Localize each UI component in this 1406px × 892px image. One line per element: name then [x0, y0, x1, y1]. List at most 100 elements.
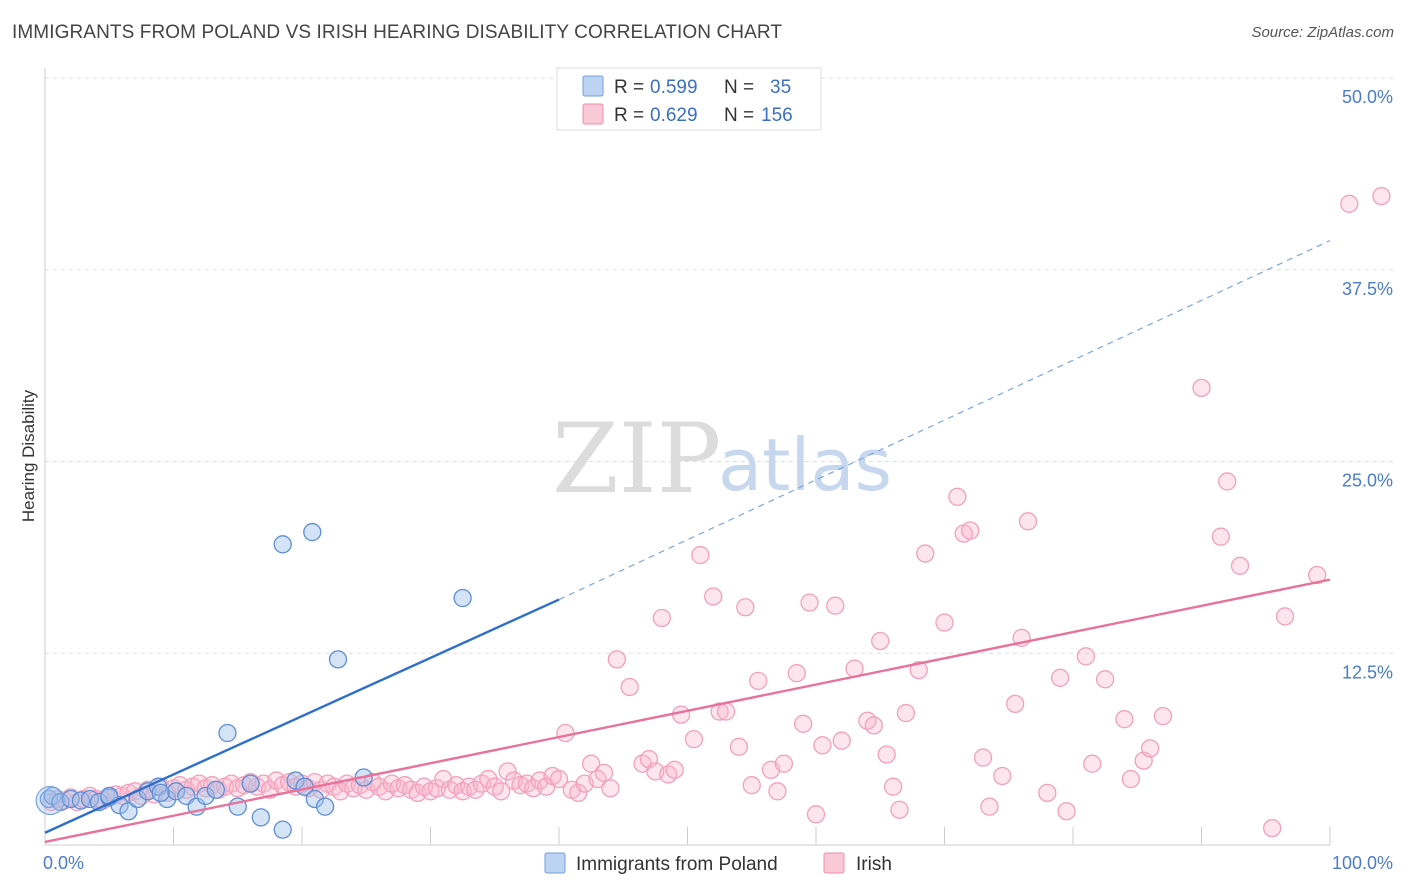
- legend-row-poland: R = 0.599 N = 35: [582, 75, 791, 98]
- x-tick-label: 100.0%: [1332, 853, 1393, 873]
- irish-point: [973, 748, 993, 767]
- irish-point: [742, 776, 761, 795]
- legend-r-value: 0.629: [650, 105, 698, 126]
- irish-point: [556, 723, 575, 743]
- poland-point: [119, 802, 138, 821]
- irish-point: [581, 754, 601, 773]
- y-tick-label: 12.5%: [1342, 662, 1393, 682]
- y-tick-label: 37.5%: [1342, 279, 1393, 299]
- poland-point: [453, 588, 472, 608]
- legend-row-irish: R = 0.629 N = 156: [582, 103, 793, 126]
- bottom-legend: Immigrants from Poland Irish: [544, 852, 892, 875]
- poland-point: [328, 650, 348, 669]
- legend-n-label: N =: [724, 105, 754, 126]
- irish-point: [1057, 802, 1076, 821]
- irish-point: [716, 702, 736, 721]
- poland-point: [273, 535, 292, 554]
- irish-point: [916, 544, 935, 563]
- irish-point: [980, 797, 999, 816]
- irish-point: [736, 598, 755, 617]
- irish-point: [826, 596, 845, 615]
- irish-point: [569, 783, 588, 802]
- grid: [45, 77, 1395, 654]
- irish-point: [704, 587, 723, 606]
- legend-r-value: 0.599: [650, 77, 698, 98]
- irish-point: [993, 766, 1012, 786]
- irish-point: [1018, 512, 1038, 531]
- irish-point: [890, 800, 909, 819]
- irish-point: [1275, 607, 1295, 626]
- poland-point: [218, 723, 237, 743]
- poland-point: [315, 797, 335, 816]
- poland-point: [196, 786, 215, 806]
- legend-r-label: R =: [614, 105, 644, 126]
- poland-point: [273, 820, 292, 839]
- irish-points: [42, 186, 1391, 838]
- irish-point: [800, 593, 819, 612]
- poland-trend-line: [44, 598, 560, 834]
- irish-point: [1230, 556, 1250, 575]
- bottom-legend-label-irish: Irish: [856, 854, 892, 875]
- bottom-legend-label-poland: Immigrants from Poland: [576, 854, 778, 875]
- legend-n-value: 156: [761, 105, 793, 126]
- poland-point: [35, 785, 65, 816]
- y-axis-label: Hearing Disability: [19, 389, 38, 522]
- trend-lines: [44, 240, 1331, 844]
- irish-point: [549, 769, 569, 789]
- irish-point: [1192, 378, 1211, 398]
- x-tick-labels: 0.0% 100.0%: [43, 853, 1393, 873]
- irish-point: [652, 608, 671, 628]
- irish-point: [1121, 769, 1140, 789]
- y-tick-label: 50.0%: [1342, 87, 1393, 107]
- legend-n-value: 35: [770, 77, 791, 98]
- x-tick-label: 0.0%: [43, 853, 84, 873]
- legend-r-label: R =: [614, 77, 644, 98]
- legend: R = 0.599 N = 35 R = 0.629 N = 156: [556, 67, 822, 131]
- irish-point: [684, 730, 704, 749]
- irish-point: [961, 521, 980, 540]
- irish-point: [935, 613, 954, 632]
- irish-point: [1095, 670, 1115, 689]
- irish-point: [1140, 739, 1160, 758]
- irish-point: [1340, 194, 1359, 213]
- irish-point: [1218, 472, 1237, 491]
- poland-point: [251, 808, 271, 827]
- irish-point: [1308, 565, 1327, 585]
- irish-point: [1211, 527, 1230, 546]
- irish-point: [665, 760, 684, 779]
- chart-title: IMMIGRANTS FROM POLAND VS IRISH HEARING …: [12, 22, 783, 43]
- irish-point: [813, 736, 832, 755]
- irish-point: [948, 487, 967, 506]
- irish-point: [774, 754, 794, 773]
- irish-point: [883, 777, 903, 796]
- watermark-zip: ZIP: [552, 403, 721, 515]
- irish-point: [1153, 706, 1173, 726]
- irish-point: [671, 705, 691, 724]
- irish-point: [871, 631, 890, 651]
- irish-point: [806, 805, 826, 824]
- watermark: ZIP atlas: [552, 403, 892, 515]
- irish-point: [864, 716, 883, 735]
- bottom-legend-swatch-irish: [823, 852, 845, 874]
- irish-point: [729, 737, 749, 756]
- y-tick-label: 25.0%: [1342, 471, 1393, 491]
- irish-point: [909, 660, 928, 680]
- poland-point: [286, 771, 305, 790]
- legend-swatch-poland: [582, 75, 604, 97]
- poland-point: [166, 782, 186, 801]
- irish-trend-line: [44, 578, 1331, 844]
- irish-point: [794, 714, 813, 733]
- poland-points: [35, 522, 472, 839]
- irish-point: [1006, 694, 1025, 714]
- source-credit: Source: ZipAtlas.com: [1251, 24, 1394, 41]
- irish-point: [620, 677, 639, 697]
- irish-point: [787, 664, 806, 683]
- legend-n-label: N =: [724, 77, 754, 98]
- irish-point: [877, 745, 896, 764]
- irish-point: [1115, 710, 1134, 729]
- irish-point: [1038, 783, 1057, 802]
- poland-point: [241, 774, 260, 793]
- irish-point: [1263, 818, 1282, 838]
- watermark-atlas: atlas: [718, 423, 892, 507]
- bottom-legend-swatch-poland: [544, 852, 566, 874]
